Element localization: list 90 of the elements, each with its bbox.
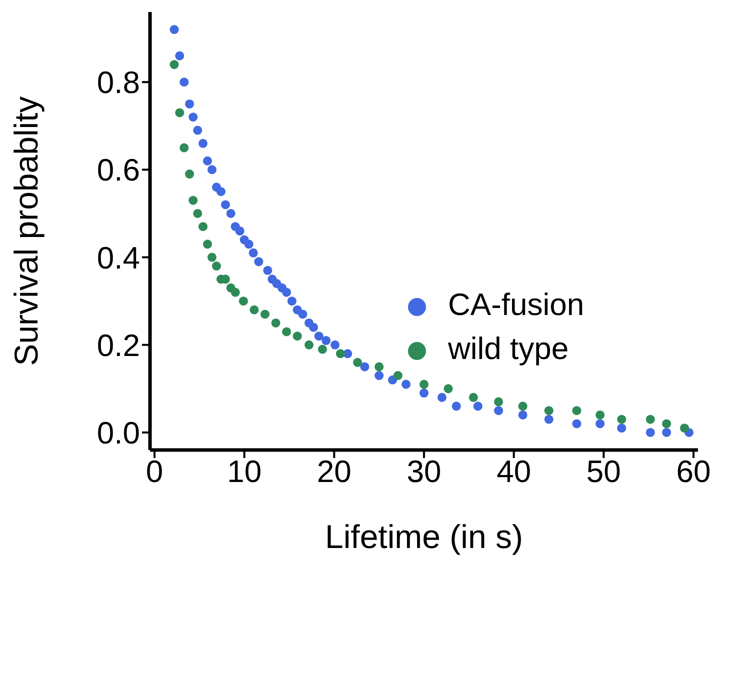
point — [374, 362, 384, 372]
point — [263, 266, 272, 275]
x-tick-label: 10 — [227, 454, 262, 490]
point — [617, 414, 626, 424]
point — [180, 143, 189, 152]
point — [322, 336, 331, 346]
point — [282, 327, 292, 336]
point — [175, 108, 184, 118]
point — [188, 196, 198, 205]
point — [330, 340, 340, 350]
point — [444, 384, 453, 394]
point — [202, 240, 212, 249]
point — [230, 288, 240, 297]
y-tick-label: 0.8 — [96, 65, 140, 100]
x-tick-label: 40 — [496, 454, 532, 490]
point — [244, 240, 254, 249]
point — [185, 99, 194, 108]
point — [207, 165, 216, 174]
point — [360, 362, 370, 372]
point — [212, 262, 221, 271]
point — [596, 410, 605, 420]
point — [646, 414, 655, 424]
point — [419, 388, 429, 398]
point — [468, 392, 478, 402]
point — [572, 406, 582, 416]
point — [226, 208, 236, 218]
point — [646, 428, 655, 437]
point — [572, 419, 582, 428]
point — [402, 380, 411, 389]
point — [374, 371, 384, 380]
point — [318, 344, 327, 354]
y-tick-label: 0.4 — [96, 240, 140, 276]
y-axis-title: Survival probablity — [8, 96, 45, 366]
point — [314, 332, 324, 341]
point — [353, 358, 362, 367]
x-tick-label: 50 — [586, 454, 621, 490]
point — [254, 257, 264, 266]
point — [544, 414, 554, 424]
point — [170, 25, 179, 34]
x-tick-label: 20 — [316, 454, 352, 490]
point — [170, 60, 179, 70]
point — [304, 340, 314, 350]
y-tick-label: 0.0 — [96, 415, 140, 450]
point — [185, 170, 194, 179]
point — [617, 424, 626, 433]
point — [437, 392, 446, 402]
point — [596, 419, 605, 428]
y-tick-label: 0.2 — [96, 328, 140, 363]
point — [494, 406, 504, 416]
point — [175, 51, 184, 60]
point — [680, 424, 690, 433]
point — [193, 126, 202, 135]
x-tick-label: 60 — [676, 454, 711, 490]
point — [473, 402, 482, 411]
x-tick-label: 0 — [146, 454, 164, 490]
point — [271, 318, 280, 328]
point — [292, 332, 302, 341]
point — [202, 156, 212, 166]
point — [198, 222, 208, 232]
point — [518, 410, 528, 420]
point — [298, 310, 308, 319]
x-tick-label: 30 — [406, 454, 442, 490]
point — [282, 288, 292, 297]
point — [336, 349, 345, 358]
y-tick-label: 0.6 — [96, 152, 140, 188]
point — [662, 428, 672, 437]
point — [193, 208, 202, 218]
point — [238, 296, 248, 306]
point — [494, 397, 504, 406]
point — [287, 296, 296, 306]
point — [662, 419, 672, 428]
point — [518, 402, 528, 411]
legend-label: CA-fusion — [448, 287, 584, 322]
point — [180, 78, 189, 87]
point — [198, 138, 208, 148]
point — [452, 402, 461, 411]
point — [419, 380, 429, 389]
point — [250, 305, 259, 314]
point — [220, 200, 230, 210]
point — [235, 226, 244, 236]
point — [216, 187, 226, 196]
point — [544, 406, 554, 416]
point — [207, 252, 216, 262]
x-axis-title: Lifetime (in s) — [324, 518, 524, 555]
point — [308, 322, 318, 332]
point — [188, 112, 198, 122]
point — [393, 371, 402, 380]
point — [260, 310, 270, 319]
point — [248, 248, 258, 258]
legend-label: wild type — [448, 331, 569, 366]
